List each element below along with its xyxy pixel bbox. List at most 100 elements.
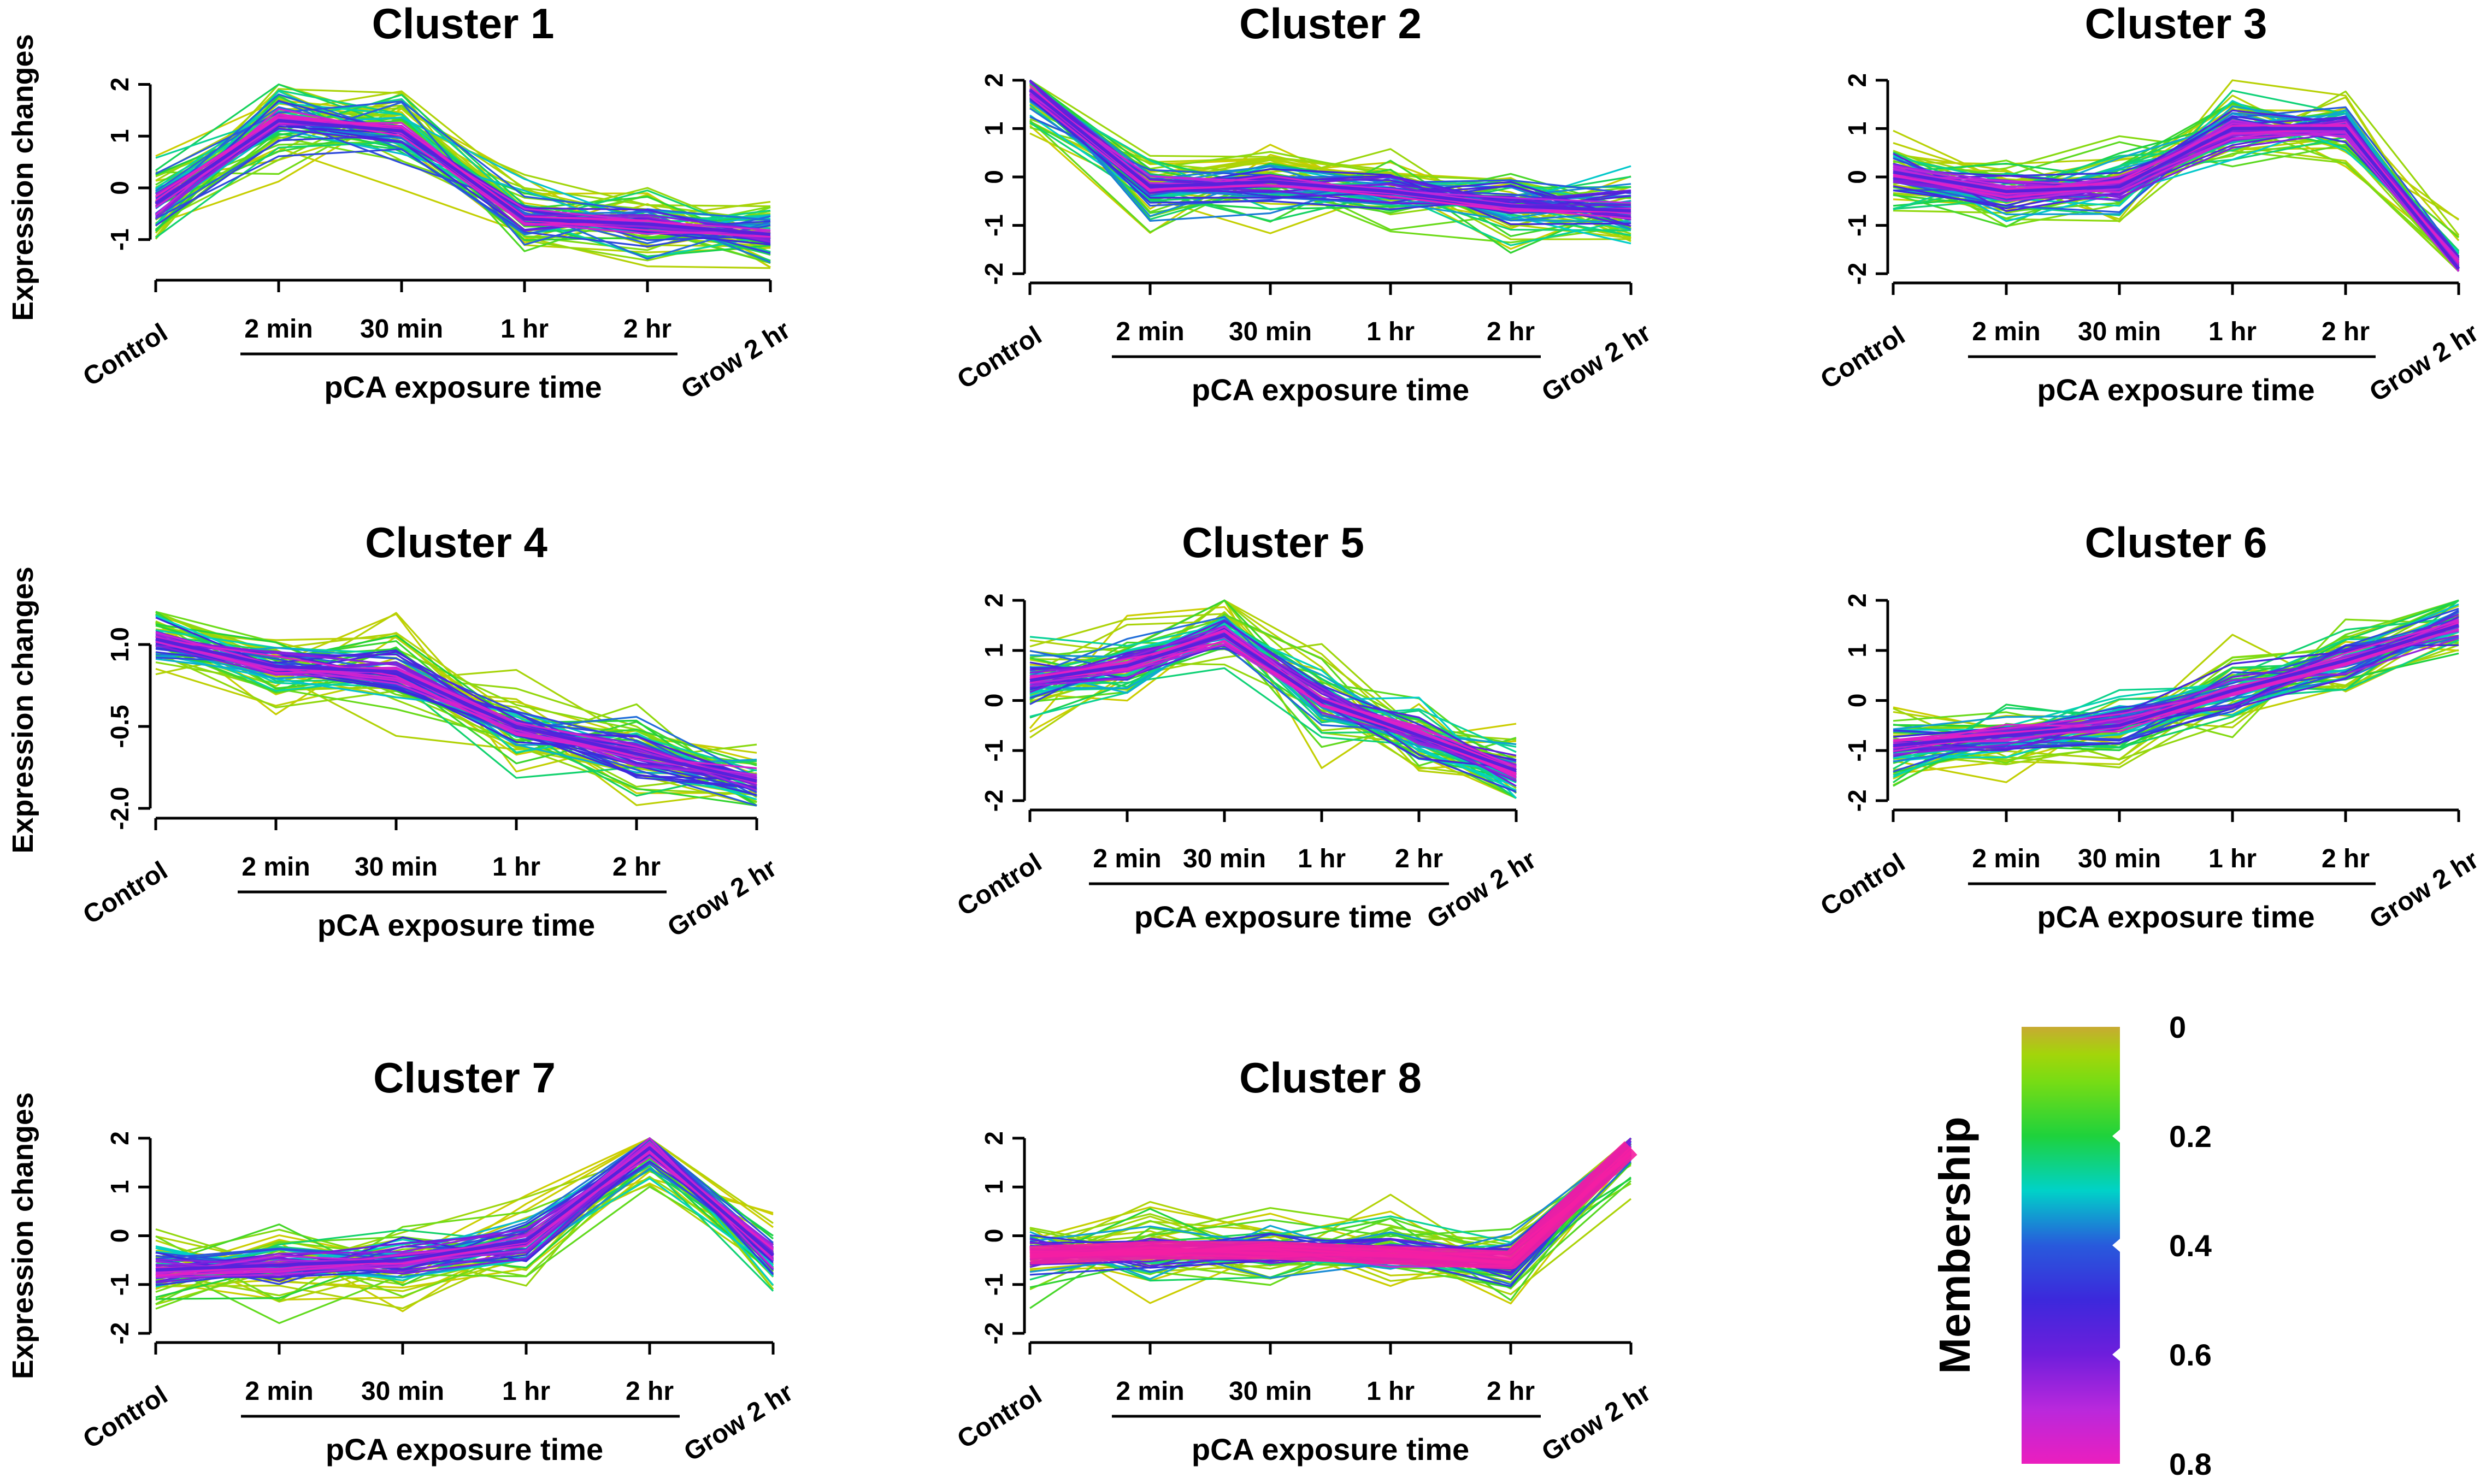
member-profile-line — [155, 1137, 774, 1278]
x-tick-label-grow: Grow 2 hr — [1537, 1377, 1656, 1467]
y-tick-label: -2 — [1843, 789, 1871, 812]
member-profile-line — [1893, 637, 2459, 750]
y-tick-label: -2.0 — [105, 787, 134, 830]
membership-legend: Membership 0 0.2 0.4 0.6 0.8 — [1930, 1010, 2212, 1481]
x-tick-label: 2 min — [1972, 844, 2040, 873]
y-tick-label: 2 — [980, 73, 1008, 87]
member-profile-line — [1029, 93, 1631, 219]
cluster-panel-6: Cluster 6 -2 -1 0 1 2 2 min 30 min 1 hr 2 hr Contr… — [1816, 518, 2484, 935]
x-tick-label: 30 min — [2078, 317, 2161, 346]
colorbar-notch — [2112, 1130, 2120, 1143]
y-tick-label: 1 — [980, 122, 1008, 136]
x-tick-label: 30 min — [2078, 844, 2161, 873]
x-tick-label: 30 min — [1183, 844, 1266, 873]
x-tick-label-control: Control — [952, 848, 1047, 921]
y-tick-label: -1 — [105, 1273, 134, 1296]
x-axis-label: pCA exposure time — [326, 1432, 603, 1467]
x-tick-label: 2 hr — [2322, 844, 2370, 873]
x-axis-label: pCA exposure time — [324, 370, 602, 404]
x-tick-label: 2 min — [1116, 317, 1184, 346]
member-profile-line — [155, 116, 771, 237]
member-profile-line — [155, 148, 771, 247]
y-tick-label: 2 — [980, 593, 1008, 607]
chart-title: Cluster 6 — [2085, 518, 2267, 566]
x-tick-label-control: Control — [78, 856, 173, 930]
cluster-panel-7: Cluster 7 Expression changes -2 -1 0 1 2 2 min 3… — [7, 1054, 798, 1467]
x-tick-label: 30 min — [355, 853, 438, 882]
member-profile-line — [1893, 624, 2459, 748]
cluster-panel-8: Cluster 8 -2 -1 0 1 2 2 min 30 min 1 hr 2 hr Contr… — [952, 1054, 1656, 1467]
x-tick-label-control: Control — [952, 321, 1047, 394]
member-profile-line — [1029, 97, 1631, 221]
x-tick-label: 2 min — [244, 315, 313, 344]
x-tick-label: 30 min — [1229, 1377, 1312, 1406]
y-tick-label: 1 — [980, 1180, 1008, 1194]
member-profile-line — [1893, 121, 2460, 272]
legend-tick-label: 0.2 — [2169, 1119, 2212, 1154]
y-tick-label: 2 — [1843, 593, 1871, 607]
x-tick-label: 2 min — [1972, 317, 2040, 346]
y-tick-label: 1.0 — [105, 627, 134, 662]
chart-title: Cluster 3 — [2085, 0, 2267, 48]
x-tick-label: 2 min — [1093, 844, 1161, 873]
y-tick-label: -2 — [980, 263, 1008, 285]
y-tick-label: 0 — [1843, 170, 1871, 184]
chart-title: Cluster 5 — [1182, 518, 1364, 566]
x-tick-label: 1 hr — [1366, 317, 1415, 346]
member-profile-line — [155, 641, 757, 785]
cluster-centroid-line — [1029, 88, 1631, 212]
x-tick-label: 2 hr — [2322, 317, 2370, 346]
y-tick-label: 1 — [1843, 643, 1871, 658]
x-axis-label: pCA exposure time — [2037, 373, 2314, 407]
x-tick-label: 30 min — [360, 315, 443, 344]
x-tick-label: 1 hr — [2208, 317, 2257, 346]
member-profile-line — [155, 648, 757, 783]
x-tick-label-grow: Grow 2 hr — [676, 315, 796, 405]
x-tick-label-grow: Grow 2 hr — [2365, 845, 2484, 935]
x-tick-label: 2 hr — [1487, 317, 1535, 346]
x-tick-label: 2 hr — [1487, 1377, 1535, 1406]
member-profile-line — [1029, 667, 1517, 783]
y-tick-label: 0 — [105, 1229, 134, 1243]
member-profile-line — [1029, 641, 1517, 768]
chart-title: Cluster 8 — [1239, 1054, 1422, 1102]
legend-tick-label: 0.4 — [2169, 1228, 2212, 1263]
y-tick-label: 2 — [980, 1131, 1008, 1145]
x-tick-label-control: Control — [952, 1380, 1047, 1454]
cluster-panel-4: Cluster 4 Expression changes -2.0 -0.5 1.0 2 … — [7, 518, 782, 943]
x-tick-label: 30 min — [361, 1377, 444, 1406]
member-profile-line — [1893, 124, 2460, 270]
chart-title: Cluster 1 — [372, 0, 555, 48]
y-axis-label: Expression changes — [7, 566, 39, 853]
y-tick-label: -1 — [980, 214, 1008, 237]
x-tick-label-grow: Grow 2 hr — [1537, 318, 1656, 407]
cluster-panel-1: Cluster 1 Expression changes -1 0 1 2 2 min 30 … — [7, 0, 796, 405]
x-tick-label-control: Control — [78, 1380, 173, 1454]
cluster-centroid-line — [1893, 624, 2459, 747]
member-profile-line — [155, 1137, 774, 1260]
member-profile-line — [1029, 91, 1631, 239]
x-tick-label: 2 hr — [1395, 844, 1443, 873]
x-tick-label: 1 hr — [502, 1377, 550, 1406]
y-tick-label: -1 — [1843, 740, 1871, 762]
member-profile-line — [155, 83, 771, 220]
chart-title: Cluster 7 — [373, 1054, 556, 1102]
member-profile-line — [1893, 623, 2459, 742]
y-tick-label: -1 — [105, 228, 134, 251]
legend-tick-label: 0 — [2169, 1010, 2186, 1044]
membership-colorbar — [2022, 1027, 2120, 1464]
x-tick-label-grow: Grow 2 hr — [663, 853, 782, 943]
y-tick-label: -2 — [105, 1322, 134, 1345]
y-tick-label: 1 — [980, 643, 1008, 658]
chart-title: Cluster 4 — [365, 518, 547, 566]
x-tick-label: 30 min — [1229, 317, 1312, 346]
y-tick-label: -1 — [980, 1273, 1008, 1296]
x-tick-label: 1 hr — [500, 315, 549, 344]
member-profile-line — [1029, 122, 1631, 232]
x-tick-label: 1 hr — [2208, 844, 2257, 873]
x-tick-label: 2 min — [241, 853, 310, 882]
x-tick-label: 2 hr — [626, 1377, 674, 1406]
member-profile-line — [155, 1143, 774, 1278]
x-tick-label: 2 hr — [612, 853, 661, 882]
y-tick-label: 2 — [105, 78, 134, 92]
